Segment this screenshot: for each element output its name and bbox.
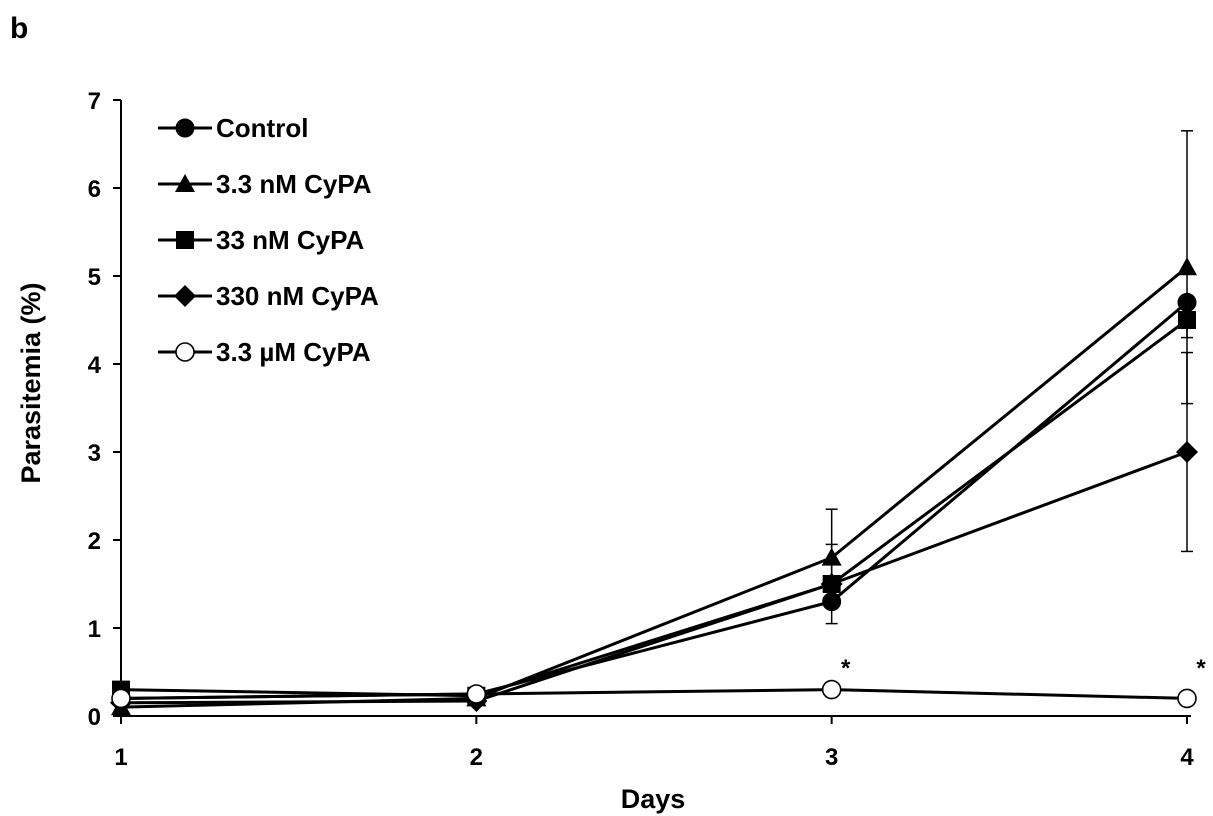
data-point	[821, 679, 842, 700]
legend-marker	[175, 342, 195, 362]
data-point	[1178, 311, 1196, 329]
series-layer: * *	[110, 130, 1206, 716]
data-point	[1177, 292, 1197, 312]
x-tick-label: 4	[1180, 744, 1194, 771]
data-point	[1177, 257, 1197, 276]
legend-label: 3.3 nM CyPA	[216, 169, 372, 199]
data-point	[821, 547, 842, 566]
legend: Control 3.3 nM CyPA 33 nM CyPA 330 nM CyPA 3…	[158, 113, 379, 367]
series-line	[120, 450, 1188, 705]
legend-marker	[175, 118, 195, 138]
data-point	[820, 573, 843, 595]
data-point	[466, 684, 487, 704]
x-tick-label: 2	[470, 744, 483, 771]
y-tick-label: 0	[88, 704, 101, 731]
significance-marker: *	[841, 655, 851, 682]
x-tick-label: 1	[114, 744, 127, 771]
series-line	[120, 318, 1188, 698]
x-axis-title: Days	[621, 784, 686, 814]
legend-marker	[176, 231, 194, 249]
legend-label: 3.3 µM CyPA	[216, 337, 371, 367]
y-tick-label: 3	[88, 440, 101, 467]
legend-marker	[175, 174, 195, 192]
y-tick-label: 6	[88, 176, 101, 203]
legend-label: 330 nM CyPA	[216, 281, 379, 311]
y-tick-label: 4	[88, 352, 102, 379]
y-tick-label: 7	[88, 88, 101, 115]
data-point	[111, 688, 131, 709]
legend-marker	[174, 285, 196, 307]
y-tick-label: 5	[88, 264, 101, 291]
data-point	[822, 592, 842, 612]
y-axis-title: Parasitemia (%)	[16, 282, 46, 483]
data-point	[1177, 688, 1197, 709]
data-point	[1176, 441, 1198, 463]
legend-label: 33 nM CyPA	[216, 225, 365, 255]
legend-label: Control	[216, 113, 308, 143]
significance-marker: *	[1196, 655, 1206, 682]
series-line	[120, 688, 1188, 700]
x-tick-label: 3	[825, 744, 838, 771]
y-tick-label: 1	[88, 616, 101, 643]
y-tick-label: 2	[88, 528, 101, 555]
panel-label: b	[10, 12, 28, 45]
